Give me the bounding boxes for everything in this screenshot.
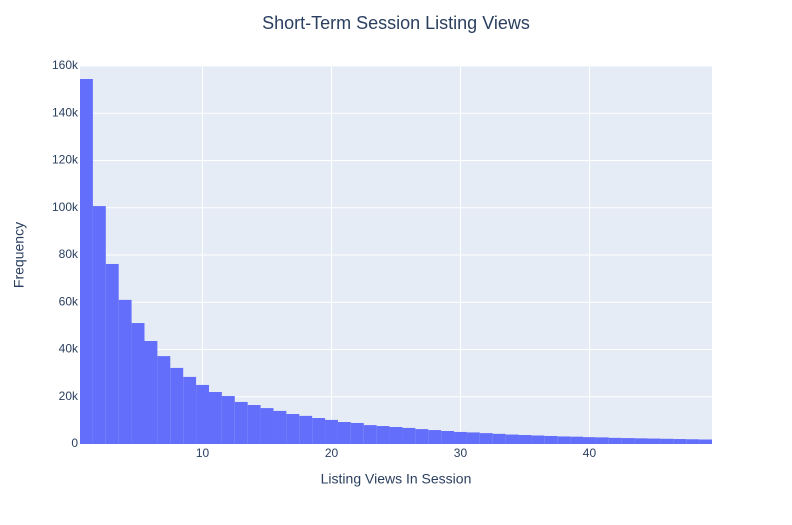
x-tick-label: 10 <box>196 446 210 460</box>
bar <box>376 426 390 444</box>
y-tick-label: 80k <box>59 247 79 261</box>
bar <box>505 434 519 444</box>
bar <box>157 356 171 444</box>
y-tick-label: 20k <box>59 389 79 403</box>
bar <box>428 430 442 444</box>
y-tick-label: 100k <box>52 200 79 214</box>
bar <box>595 437 609 444</box>
bar <box>286 413 300 444</box>
x-tick-label: 30 <box>454 446 468 460</box>
bar <box>183 376 197 444</box>
y-axis-title: Frequency <box>11 222 27 288</box>
y-tick-label: 0 <box>71 436 78 450</box>
bar <box>105 263 119 444</box>
bar <box>699 439 712 444</box>
bar <box>247 405 261 444</box>
y-tick-label: 40k <box>59 342 79 356</box>
bar <box>80 78 93 445</box>
bar <box>221 396 235 444</box>
bar <box>634 438 648 444</box>
x-axis-title: Listing Views In Session <box>321 471 472 487</box>
bar <box>531 435 545 444</box>
chart-title: Short-Term Session Listing Views <box>262 13 530 33</box>
bar <box>234 401 248 444</box>
bar <box>660 438 674 444</box>
x-tick-label: 20 <box>325 446 339 460</box>
bar <box>208 392 222 444</box>
bar <box>686 439 700 444</box>
bar <box>647 438 661 444</box>
bar <box>518 435 532 444</box>
bar <box>673 439 687 444</box>
bar <box>583 437 596 444</box>
bar <box>273 410 287 444</box>
bar <box>337 422 351 444</box>
bar <box>621 438 635 444</box>
bar <box>441 431 455 444</box>
bar <box>466 432 480 444</box>
bar <box>325 419 338 444</box>
bar <box>363 425 377 444</box>
bar <box>492 433 506 444</box>
y-tick-label: 60k <box>59 294 79 308</box>
bar <box>479 433 493 444</box>
bar <box>402 427 416 444</box>
y-tick-label: 160k <box>52 58 79 72</box>
bar <box>260 408 274 444</box>
bar <box>312 418 326 444</box>
bar <box>118 299 132 444</box>
bar <box>350 422 364 444</box>
bar <box>389 426 403 444</box>
bar <box>299 415 313 444</box>
bar <box>170 367 184 444</box>
bar <box>557 436 571 444</box>
bar <box>92 206 106 444</box>
bar <box>131 323 145 444</box>
bar <box>570 436 584 444</box>
x-tick-label: 40 <box>583 446 597 460</box>
y-tick-label: 120k <box>52 153 79 167</box>
bar <box>544 435 558 444</box>
bar <box>608 437 622 444</box>
bar <box>144 340 158 444</box>
y-tick-label: 140k <box>52 105 79 119</box>
bar <box>454 431 467 444</box>
bar <box>196 384 209 444</box>
bar <box>415 429 429 444</box>
